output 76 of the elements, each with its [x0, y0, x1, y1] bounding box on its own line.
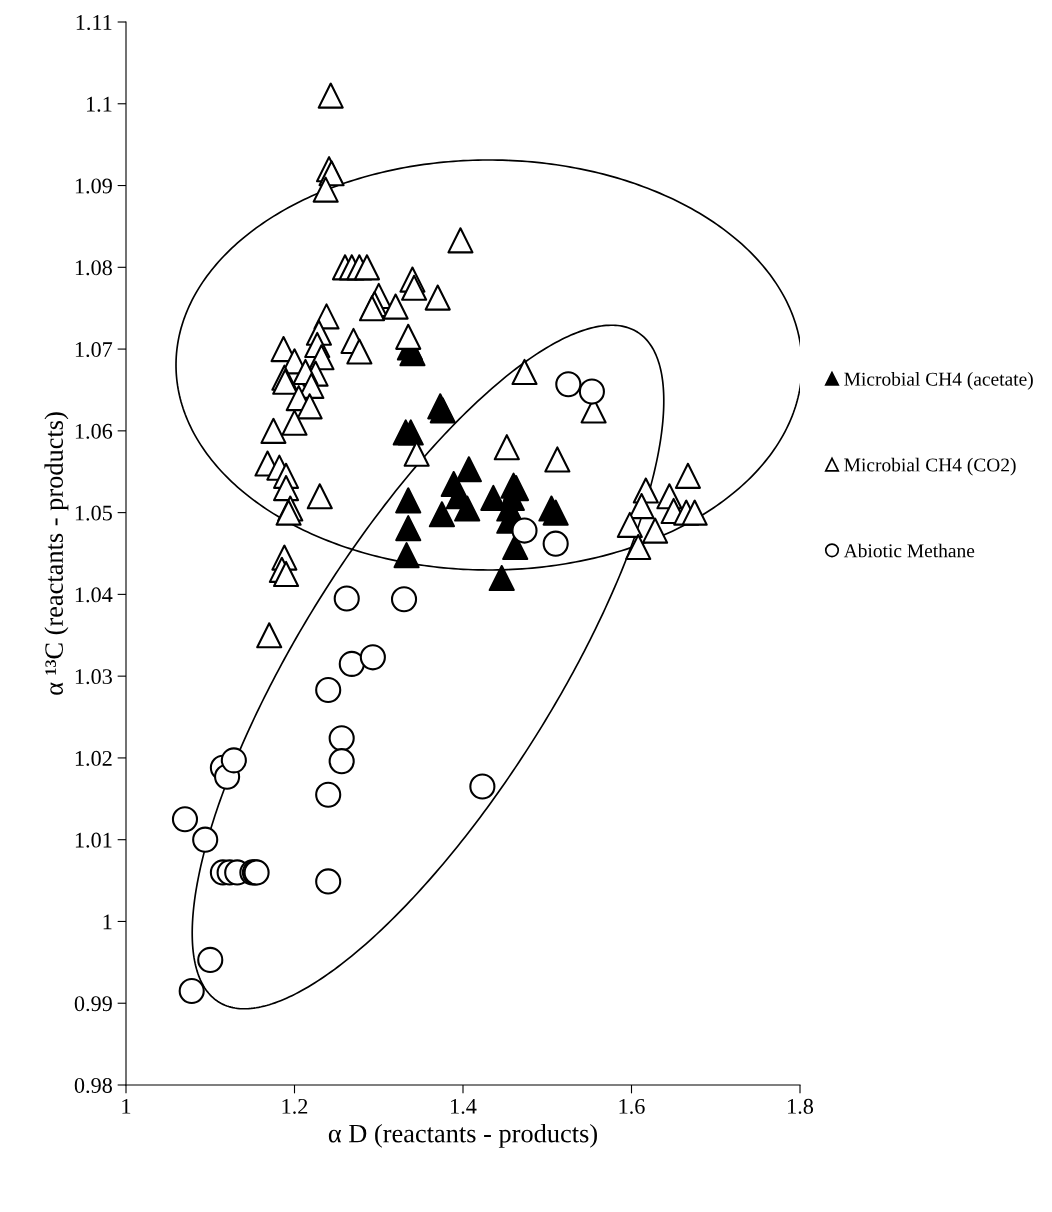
point — [328, 725, 355, 752]
legend-label: Microbial CH4 (CO2) — [844, 457, 1016, 476]
point — [578, 378, 605, 405]
y-tick-label: 1.1 — [86, 96, 112, 112]
point — [178, 977, 205, 1005]
point — [338, 650, 365, 677]
x-tick-label: 1.6 — [619, 1098, 645, 1114]
x-tick-label: 1.8 — [788, 1098, 814, 1114]
point — [488, 564, 515, 592]
point — [315, 676, 342, 704]
point — [273, 560, 300, 588]
point — [192, 826, 219, 853]
y-tick-label: 1.07 — [75, 342, 113, 358]
y-tick-label: 1.01 — [75, 832, 112, 848]
point — [642, 517, 669, 544]
point — [273, 475, 300, 502]
y-tick-label: 1.11 — [76, 15, 112, 31]
point — [428, 501, 456, 528]
y-tick-label: 1.02 — [75, 750, 112, 766]
point — [312, 176, 339, 203]
y-tick-label: 0.98 — [74, 1077, 112, 1094]
point — [317, 82, 344, 109]
point — [296, 393, 323, 420]
point — [353, 254, 381, 281]
point — [395, 323, 422, 350]
point — [542, 530, 569, 557]
y-tick-label: 1.09 — [75, 178, 112, 194]
point — [674, 462, 702, 489]
point — [359, 644, 386, 671]
x-axis-title: α D (reactants - products) — [328, 1123, 597, 1148]
point — [171, 806, 199, 833]
point — [333, 585, 360, 612]
x-tick-label: 1 — [122, 1098, 131, 1114]
y-tick-label: 0.99 — [74, 996, 112, 1012]
point — [511, 358, 538, 386]
point — [544, 446, 571, 473]
point — [493, 434, 520, 461]
point — [401, 274, 428, 301]
point — [393, 542, 420, 569]
point — [220, 747, 247, 774]
y-tick-label: 1.03 — [75, 669, 112, 685]
x-tick-label: 1.4 — [451, 1098, 477, 1114]
legend-label: Microbial CH4 (acetate) — [844, 372, 1033, 390]
y-tick-label: 1.05 — [75, 505, 112, 521]
point — [625, 533, 652, 561]
point — [628, 493, 655, 520]
y-tick-label: 1.08 — [75, 260, 112, 276]
y-tick-label: 1.06 — [75, 423, 113, 439]
point — [447, 227, 474, 254]
point — [315, 781, 342, 808]
point — [395, 487, 422, 514]
point — [260, 417, 287, 444]
point — [382, 293, 409, 320]
y-tick-label: 1 — [103, 914, 112, 930]
point — [397, 419, 424, 446]
y-tick-label: 1.04 — [75, 587, 113, 603]
point — [306, 483, 333, 510]
point — [469, 773, 496, 800]
point — [346, 338, 373, 365]
point — [281, 409, 308, 436]
point — [616, 511, 643, 538]
point — [424, 284, 451, 311]
point — [511, 517, 538, 544]
y-axis-title: α ¹³C (reactants - products) — [44, 412, 69, 695]
legend-label: Abiotic Methane — [843, 543, 975, 558]
point — [555, 371, 582, 398]
point — [681, 499, 708, 526]
point — [197, 946, 224, 973]
point — [256, 622, 283, 649]
point — [328, 748, 355, 775]
point — [395, 515, 422, 542]
point — [390, 586, 418, 613]
point — [454, 495, 481, 522]
point — [315, 868, 342, 895]
x-tick-label: 1.2 — [282, 1098, 308, 1114]
point — [455, 456, 482, 483]
